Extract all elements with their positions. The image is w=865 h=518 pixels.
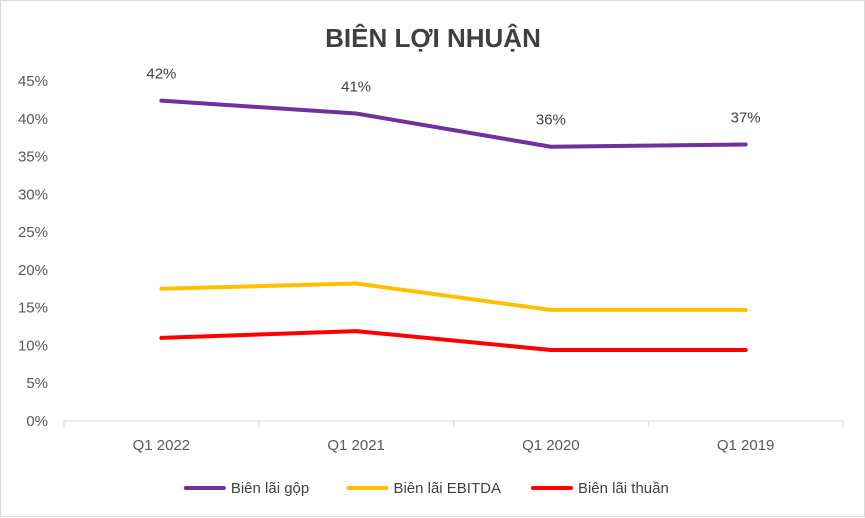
y-tick-label: 30% — [18, 186, 48, 203]
data-label: 37% — [731, 109, 761, 126]
legend-label: Biên lãi EBITDA — [393, 480, 501, 497]
y-tick-label: 20% — [18, 262, 48, 279]
y-tick-label: 10% — [18, 337, 48, 354]
y-tick-label: 45% — [18, 73, 48, 90]
data-label: 41% — [341, 78, 371, 95]
legend-item-bien-lai-ebitda[interactable]: Biên lãi EBITDA — [346, 480, 501, 497]
x-tick-label: Q1 2022 — [133, 437, 191, 454]
series-lines — [159, 98, 748, 352]
data-labels: 42% 41% 36% 37% — [146, 66, 760, 129]
y-tick-label: 40% — [18, 111, 48, 128]
x-tick-label: Q1 2020 — [522, 437, 580, 454]
y-tick-label: 15% — [18, 300, 48, 317]
y-axis: 0% 5% 10% 15% 20% 25% 30% 35% 40% 45% — [18, 73, 48, 430]
series-line-bien-lai-ebitda[interactable] — [159, 281, 748, 312]
y-tick-label: 5% — [26, 375, 48, 392]
y-tick-label: 0% — [26, 413, 48, 430]
legend-item-bien-lai-thuan[interactable]: Biên lãi thuần — [530, 480, 669, 497]
legend-item-bien-lai-gop[interactable]: Biên lãi gộp — [183, 480, 309, 497]
legend-label: Biên lãi thuần — [578, 480, 669, 497]
series-line-bien-lai-gop[interactable] — [159, 98, 748, 149]
data-label: 42% — [146, 66, 176, 83]
y-tick-label: 25% — [18, 224, 48, 241]
data-label: 36% — [536, 112, 566, 129]
x-axis: Q1 2022 Q1 2021 Q1 2020 Q1 2019 — [63, 420, 844, 454]
x-tick-label: Q1 2021 — [327, 437, 385, 454]
chart-title: BIÊN LỢI NHUẬN — [325, 23, 541, 53]
x-tick-label: Q1 2019 — [717, 437, 775, 454]
y-tick-label: 35% — [18, 149, 48, 166]
legend[interactable]: Biên lãi gộp Biên lãi EBITDA Biên lãi thuầ… — [183, 480, 669, 497]
legend-label: Biên lãi gộp — [231, 480, 309, 497]
series-line-bien-lai-thuan[interactable] — [159, 329, 748, 352]
